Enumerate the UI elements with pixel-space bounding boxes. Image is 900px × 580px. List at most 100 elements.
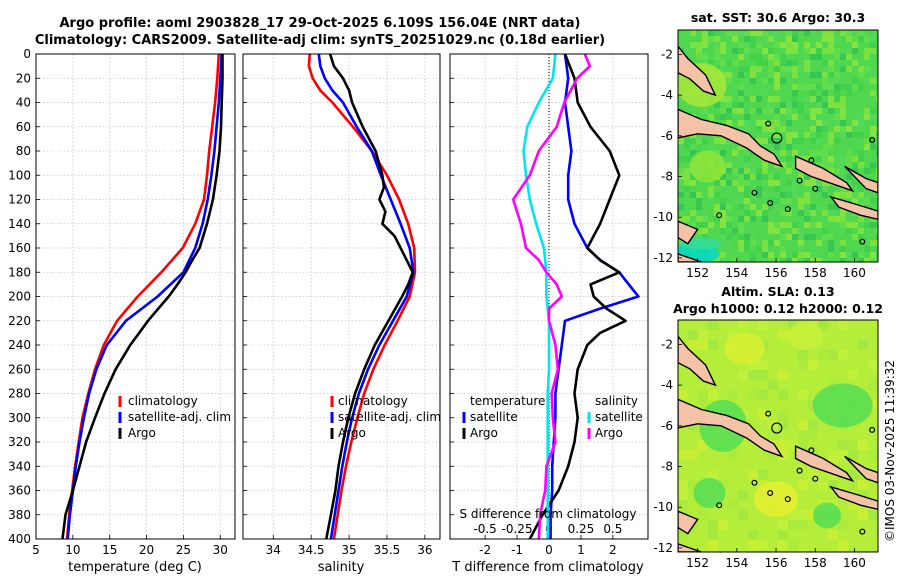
field-cell: [834, 204, 840, 210]
land-mass: [678, 510, 699, 535]
field-cell: [870, 198, 876, 204]
field-cell: [852, 42, 858, 48]
field-cell: [678, 174, 684, 180]
field-cell: [744, 240, 750, 246]
field-cell: [750, 72, 756, 78]
field-cell: [738, 84, 744, 90]
field-cell: [846, 228, 852, 234]
series-line-argo: [325, 53, 415, 540]
field-cell: [738, 54, 744, 60]
field-cell: [828, 530, 838, 540]
y-tick-label: 160: [8, 241, 31, 255]
field-cell: [726, 252, 732, 258]
field-cell: [798, 430, 808, 440]
island: [767, 199, 774, 206]
sla-map: 152 154 156 158 160 -2 -4 -6 -8 -10 -12: [653, 319, 879, 570]
field-cell: [732, 102, 738, 108]
temperature-xlabel: temperature (deg C): [68, 560, 202, 575]
field-cell: [816, 84, 822, 90]
island: [869, 136, 876, 143]
field-cell: [870, 108, 876, 114]
field-cell: [774, 120, 780, 126]
field-cell: [762, 258, 768, 262]
field-cell: [718, 480, 728, 490]
field-cell: [876, 192, 878, 198]
field-cell: [822, 66, 828, 72]
field-cell: [822, 72, 828, 78]
field-cell: [768, 258, 774, 262]
field-cell: [774, 72, 780, 78]
field-cell: [750, 30, 756, 36]
field-cell: [798, 108, 804, 114]
field-feature: [812, 383, 873, 428]
field-cell: [684, 174, 690, 180]
field-cell: [822, 84, 828, 90]
field-cell: [768, 138, 774, 144]
field-cell: [726, 168, 732, 174]
field-cell: [864, 48, 870, 54]
field-cell: [838, 440, 848, 450]
island: [784, 206, 791, 213]
field-cell: [858, 490, 868, 500]
field-cell: [868, 510, 878, 520]
field-cell: [810, 234, 816, 240]
field-cell: [792, 114, 798, 120]
field-cell: [840, 162, 846, 168]
field-cell: [688, 330, 698, 340]
field-feature: [813, 502, 842, 529]
legend-label-climatology: climatology: [338, 394, 408, 408]
field-cell: [768, 174, 774, 180]
field-cell: [748, 360, 758, 370]
field-cell: [774, 186, 780, 192]
field-cell: [828, 186, 834, 192]
field-cell: [792, 192, 798, 198]
x-tick-label: 34: [266, 543, 281, 557]
field-cell: [822, 156, 828, 162]
field-cell: [756, 54, 762, 60]
field-cell: [838, 350, 848, 360]
map-y-tick-label: -10: [653, 500, 673, 514]
field-cell: [732, 84, 738, 90]
field-cell: [848, 450, 858, 460]
field-cell: [792, 234, 798, 240]
field-cell: [756, 174, 762, 180]
copyright-watermark: ©IMOS 03-Nov-2025 11:39:32: [883, 360, 897, 542]
field-cell: [780, 162, 786, 168]
field-cell: [810, 54, 816, 60]
field-cell: [744, 126, 750, 132]
field-cell: [834, 240, 840, 246]
field-cell: [714, 204, 720, 210]
field-cell: [828, 144, 834, 150]
field-cell: [762, 246, 768, 252]
field-cell: [726, 102, 732, 108]
y-tick-label: 320: [8, 435, 31, 449]
field-cell: [738, 510, 748, 520]
field-cell: [840, 30, 846, 36]
field-cell: [828, 60, 834, 66]
field-cell: [756, 120, 762, 126]
field-cell: [768, 450, 778, 460]
field-cell: [810, 204, 816, 210]
field-cell: [804, 108, 810, 114]
field-cell: [786, 120, 792, 126]
field-cell: [846, 84, 852, 90]
y-tick-label: 300: [8, 411, 31, 425]
field-cell: [738, 156, 744, 162]
series-line-climatology: [307, 53, 417, 540]
field-cell: [684, 186, 690, 192]
field-cell: [834, 192, 840, 198]
field-cell: [774, 198, 780, 204]
y-tick-label: 380: [8, 508, 31, 522]
field-cell: [786, 192, 792, 198]
field-cell: [828, 78, 834, 84]
field-cell: [774, 150, 780, 156]
field-cell: [858, 234, 864, 240]
field-cell: [828, 450, 838, 460]
field-cell: [864, 198, 870, 204]
field-cell: [768, 430, 778, 440]
field-cell: [858, 150, 864, 156]
island: [859, 528, 866, 535]
field-cell: [828, 114, 834, 120]
field-cell: [816, 162, 822, 168]
field-cell: [786, 234, 792, 240]
